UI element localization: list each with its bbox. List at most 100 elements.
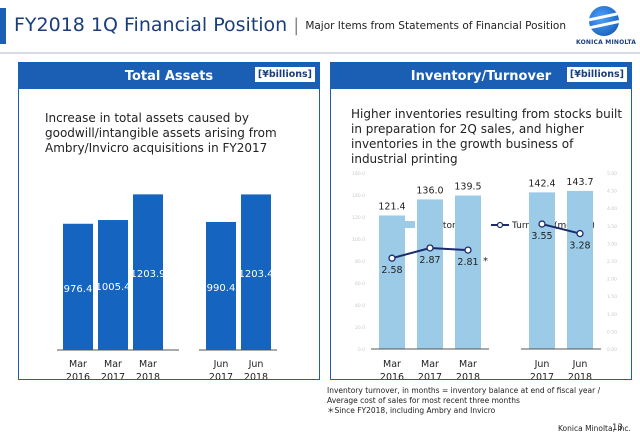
y-right-tick-label: 1.00	[607, 312, 617, 318]
inventory-turnover-panel: Inventory/Turnover [¥billions] Higher in…	[330, 62, 632, 380]
x-tick-label-year: 2018	[136, 372, 160, 379]
panel-title: Inventory/Turnover	[410, 68, 552, 84]
x-tick-label-year: 2017	[209, 372, 233, 379]
inventory-bar	[417, 199, 443, 349]
turnover-point	[388, 254, 396, 262]
turnover-point	[464, 246, 472, 254]
x-tick-label-year: 2017	[101, 372, 125, 379]
total-assets-bar	[241, 194, 271, 350]
y-right-tick-label: 1.50	[607, 294, 617, 300]
y-left-tick-label: 160.0	[352, 171, 365, 177]
y-right-tick-label: 5.00	[607, 171, 617, 177]
y-right-tick-label: 4.50	[607, 189, 617, 195]
y-right-tick-label: 2.50	[607, 259, 617, 265]
footnote-line: Average cost of sales for most recent th…	[327, 396, 520, 405]
unit-label: [¥billions]	[254, 67, 315, 82]
page-title: FY2018 1Q Financial Position | Major Items…	[14, 14, 566, 36]
unit-label: [¥billions]	[566, 67, 627, 82]
x-tick-label-month: Mar	[383, 359, 401, 370]
x-tick-label-month: Jun	[572, 359, 588, 370]
bar-value-label: 976.4	[64, 284, 93, 295]
x-tick-label-month: Jun	[213, 359, 229, 370]
title-text: FY2018 1Q Financial Position	[14, 14, 288, 36]
total-assets-description: Increase in total assets caused by goodw…	[45, 111, 277, 155]
y-right-tick-label: 3.50	[607, 224, 617, 230]
turnover-value-label: 2.58	[381, 265, 402, 276]
turnover-point	[538, 220, 546, 228]
total-assets-panel: Total Assets [¥billions] Increase in tot…	[18, 62, 320, 380]
turnover-line	[541, 223, 581, 235]
footnote-line: Inventory turnover, in months = inventor…	[327, 386, 601, 395]
bar-value-label: 1203.4	[239, 269, 274, 280]
x-tick-label-year: 2018	[244, 372, 268, 379]
bar-value-label: 990.4	[207, 283, 236, 294]
x-tick-label-month: Mar	[459, 359, 477, 370]
turnover-value-label: 3.55	[531, 231, 552, 242]
konica-minolta-globe-icon	[589, 6, 619, 36]
turnover-point	[426, 244, 434, 252]
inventory-turnover-description: Higher inventories resulting from stocks…	[351, 107, 623, 166]
inventory-value-label: 136.0	[416, 185, 443, 196]
legend-label-inventories: Inventories	[418, 221, 469, 231]
turnover-point	[576, 229, 584, 238]
turnover-value-label: 2.81	[457, 257, 478, 268]
inventory-bar	[455, 195, 481, 349]
footer-company: Konica Minolta, Inc.	[558, 424, 631, 433]
x-tick-label-year: 2018	[568, 372, 592, 379]
logo-text: KONICA MINOLTA	[576, 39, 637, 46]
y-left-tick-label: 40.0	[355, 303, 365, 309]
turnover-value-label: 3.28	[569, 241, 590, 252]
page-number: 13	[612, 423, 623, 433]
inventory-value-label: 143.7	[566, 177, 593, 188]
total-assets-bar	[98, 220, 128, 350]
y-left-tick-label: 100.0	[352, 237, 365, 243]
x-tick-label-year: 2017	[530, 372, 554, 379]
y-left-tick-label: 80.0	[355, 259, 365, 265]
y-right-tick-label: 0.00	[607, 347, 617, 353]
y-right-tick-label: 2.00	[607, 277, 617, 283]
x-tick-label-year: 2017	[418, 372, 442, 379]
panel-title: Total Assets	[124, 68, 214, 84]
legend-marker-turnover	[496, 221, 504, 229]
y-right-tick-label: 3.00	[607, 241, 617, 247]
inventory-value-label: 139.5	[454, 182, 481, 193]
inventory-value-label: 142.4	[528, 178, 555, 189]
legend-swatch-inventories	[399, 221, 415, 228]
footnote-line: ＊Since FY2018, including Ambry and Invic…	[327, 406, 496, 415]
x-tick-label-month: Jun	[248, 359, 264, 370]
x-tick-label-month: Mar	[69, 359, 87, 370]
y-left-tick-label: 0.0	[358, 347, 365, 353]
inventory-bar	[567, 190, 593, 349]
turnover-value-label: 2.87	[419, 255, 440, 266]
x-tick-label-year: 2016	[380, 372, 404, 379]
page-subtitle: Major Items from Statements of Financial…	[305, 20, 567, 32]
total-assets-chart: 976.4 Mar 2016 1005.4 Mar 2017 1203.9 Mar 2018 99…	[57, 194, 277, 379]
header-divider	[0, 52, 640, 54]
y-left-tick-label: 120.0	[352, 215, 365, 221]
company-logo: KONICA MINOLTA	[576, 6, 637, 46]
header-accent-bar	[0, 8, 6, 44]
y-right-tick-label: 4.00	[607, 206, 617, 212]
total-assets-bar	[63, 223, 93, 350]
x-tick-label-year: 2016	[66, 372, 90, 379]
inventory-turnover-chart: InventoriesTurnover (months)0.020.040.06…	[352, 171, 617, 379]
bar-value-label: 1203.9	[131, 269, 166, 280]
x-tick-label-month: Jun	[534, 359, 550, 370]
y-right-tick-label: 0.50	[607, 329, 617, 335]
y-left-tick-label: 140.0	[352, 193, 365, 199]
total-assets-panel-header: Total Assets [¥billions]	[19, 63, 319, 89]
x-tick-label-year: 2018	[456, 372, 480, 379]
total-assets-bar	[206, 221, 236, 350]
title-separator: |	[293, 15, 300, 36]
x-tick-label-month: Mar	[421, 359, 439, 370]
x-tick-label-month: Mar	[139, 359, 157, 370]
y-left-tick-label: 20.0	[355, 325, 365, 331]
turnover-annotation: *	[483, 256, 488, 267]
total-assets-bar	[133, 194, 163, 350]
x-tick-label-month: Mar	[104, 359, 122, 370]
inventory-bar	[379, 215, 405, 349]
inventory-value-label: 121.4	[378, 201, 405, 212]
inventory-turnover-panel-header: Inventory/Turnover [¥billions]	[331, 63, 631, 89]
y-left-tick-label: 60.0	[355, 281, 365, 287]
footnote: Inventory turnover, in months = inventor…	[327, 386, 632, 416]
